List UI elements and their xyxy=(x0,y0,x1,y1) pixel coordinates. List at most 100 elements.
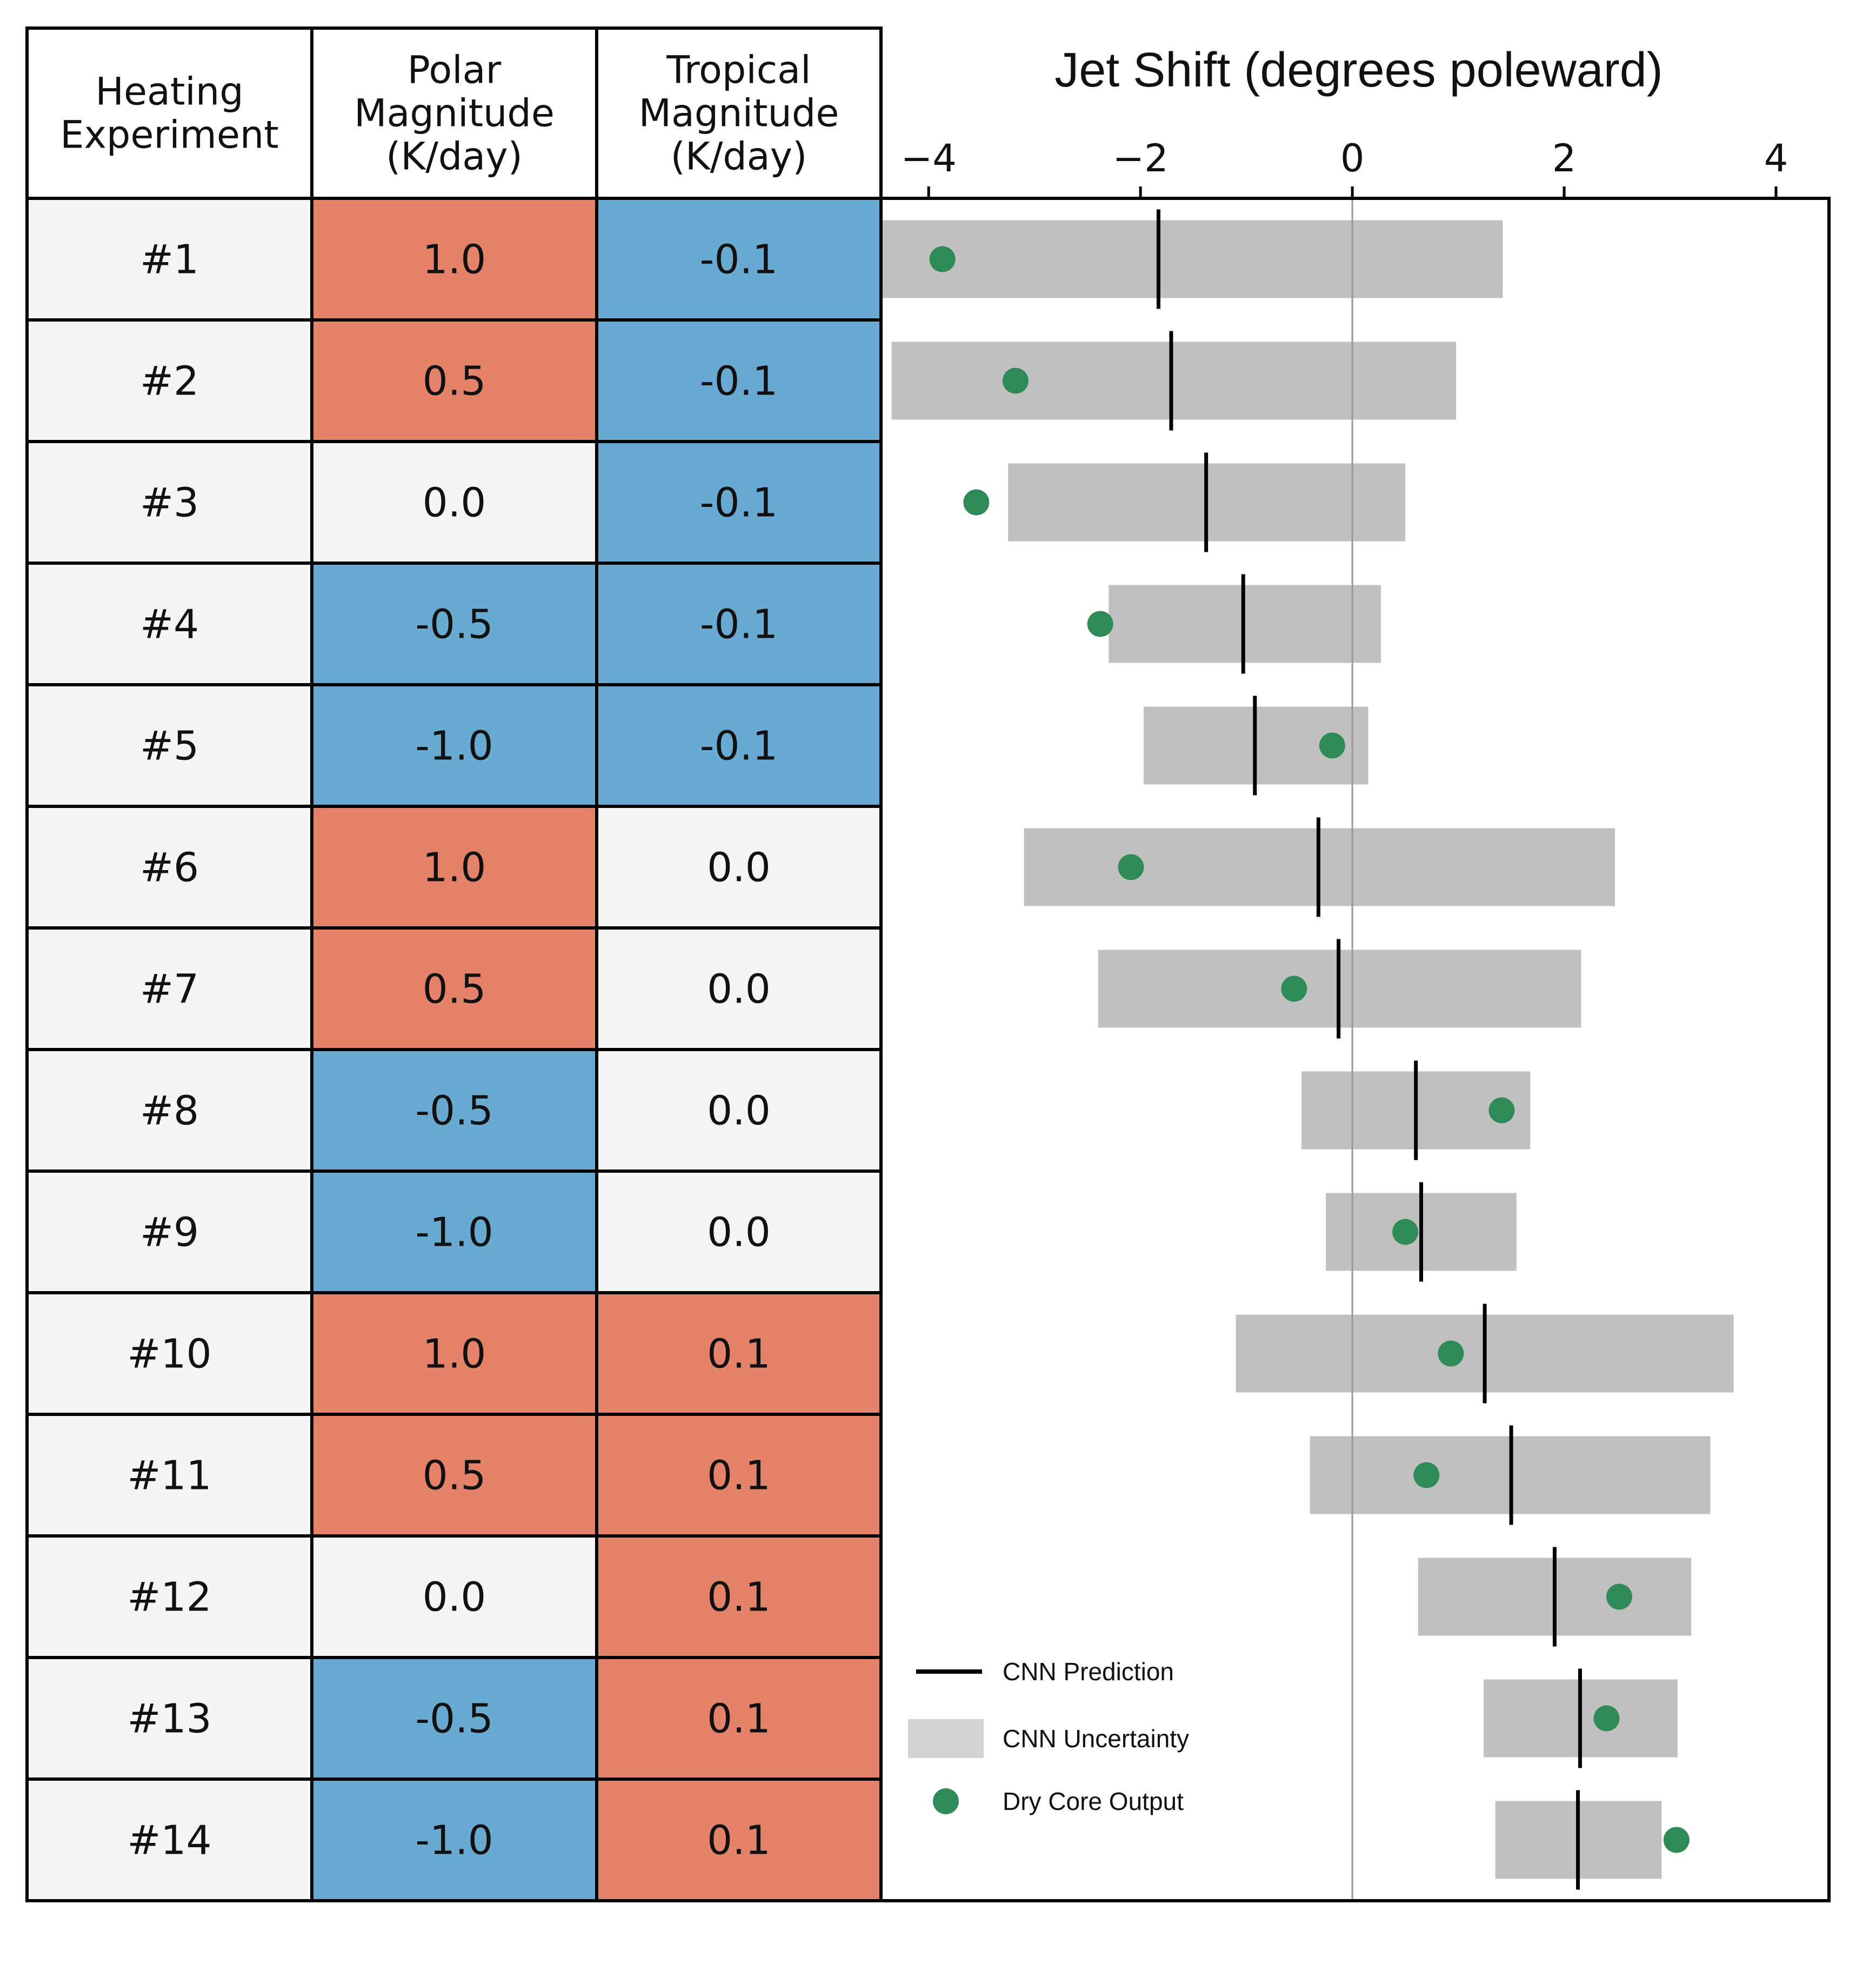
table-row: #6 1.0 0.0 xyxy=(27,806,881,928)
experiment-cell: #9 xyxy=(140,1209,199,1256)
header-polar-magnitude: Polar Magnitude (K/day) xyxy=(354,48,555,179)
tropical-magnitude-cell-bg xyxy=(597,1658,881,1779)
table-row: #2 0.5 -0.1 xyxy=(27,320,881,442)
dry-core-point xyxy=(1281,975,1307,1002)
header-heating-experiment: Heating Experiment xyxy=(60,70,278,157)
legend-label: CNN Uncertainty xyxy=(1003,1725,1189,1753)
dry-core-point xyxy=(963,489,990,516)
table-row: #14 -1.0 0.1 xyxy=(27,1779,881,1901)
experiment-cell-bg xyxy=(27,320,312,442)
tropical-magnitude-cell: 0.1 xyxy=(707,1331,771,1378)
experiment-cell-bg xyxy=(27,1536,312,1658)
legend-uncertainty-symbol xyxy=(908,1719,984,1758)
tropical-magnitude-cell: 0.1 xyxy=(707,1453,771,1499)
table-grid xyxy=(25,26,883,1902)
chart-title: Jet Shift (degrees poleward) xyxy=(1054,43,1663,97)
tropical-magnitude-cell: 0.1 xyxy=(707,1696,771,1742)
polar-magnitude-cell: -1.0 xyxy=(415,723,493,770)
dry-core-point xyxy=(1413,1462,1440,1488)
tropical-magnitude-cell-bg xyxy=(597,320,881,442)
tropical-magnitude-cell: 0.1 xyxy=(707,1574,771,1621)
tropical-magnitude-cell-bg xyxy=(597,563,881,685)
tropical-magnitude-cell: -0.1 xyxy=(700,480,778,526)
tropical-magnitude-cell: -0.1 xyxy=(700,358,778,405)
experiment-cell: #12 xyxy=(127,1574,211,1621)
experiment-cell-bg xyxy=(27,1293,312,1414)
dry-core-point xyxy=(1488,1097,1515,1124)
x-tick-label: 2 xyxy=(1552,136,1577,181)
experiment-cell: #6 xyxy=(140,845,199,891)
experiment-cell-bg xyxy=(27,1050,312,1171)
dry-core-point xyxy=(1002,367,1029,394)
experiment-cell-bg xyxy=(27,928,312,1050)
tropical-magnitude-cell-bg xyxy=(597,1536,881,1658)
tropical-magnitude-cell: 0.1 xyxy=(707,1817,771,1864)
polar-magnitude-cell: 0.5 xyxy=(423,358,486,405)
experiment-cell: #13 xyxy=(127,1696,211,1742)
dry-core-point xyxy=(929,246,956,272)
tropical-magnitude-cell: 0.0 xyxy=(707,845,771,891)
tropical-magnitude-cell-bg xyxy=(597,442,881,563)
experiment-cell-bg xyxy=(27,1414,312,1536)
tropical-magnitude-cell-bg xyxy=(597,1779,881,1901)
table-row: #4 -0.5 -0.1 xyxy=(27,563,881,685)
tropical-magnitude-cell-bg xyxy=(597,1050,881,1171)
polar-magnitude-cell-bg xyxy=(312,1050,597,1171)
table-row: #12 0.0 0.1 xyxy=(27,1536,881,1658)
polar-magnitude-cell: 0.0 xyxy=(423,480,486,526)
dry-core-point xyxy=(1392,1219,1419,1245)
polar-magnitude-cell-bg xyxy=(312,685,597,806)
dry-core-point xyxy=(1319,732,1345,759)
dry-core-point xyxy=(1593,1705,1620,1732)
legend-label: CNN Prediction xyxy=(1003,1658,1174,1686)
legend-dry-core-symbol xyxy=(933,1788,959,1814)
plot-frame xyxy=(879,197,1831,1902)
experiment-table: Heating Experiment Polar Magnitude (K/day) Tr… xyxy=(25,26,883,1902)
tropical-magnitude-cell-bg xyxy=(597,1414,881,1536)
table-row: #7 0.5 0.0 xyxy=(27,928,881,1050)
legend-label: Dry Core Output xyxy=(1003,1787,1184,1815)
x-tick-label: 4 xyxy=(1764,136,1788,181)
polar-magnitude-cell: 0.5 xyxy=(423,1453,486,1499)
table-row: #1 1.0 -0.1 xyxy=(27,198,881,320)
dry-core-point xyxy=(1087,611,1113,637)
polar-magnitude-cell: 1.0 xyxy=(423,237,486,283)
uncertainty-bar xyxy=(891,342,1457,420)
table-row: #11 0.5 0.1 xyxy=(27,1414,881,1536)
table-row: #10 1.0 0.1 xyxy=(27,1293,881,1414)
tropical-magnitude-cell-bg xyxy=(597,1293,881,1414)
polar-magnitude-cell: -1.0 xyxy=(415,1209,493,1256)
experiment-cell-bg xyxy=(27,1171,312,1293)
polar-magnitude-cell-bg xyxy=(312,1414,597,1536)
experiment-cell: #11 xyxy=(127,1453,211,1499)
tropical-magnitude-cell-bg xyxy=(597,685,881,806)
experiment-cell-bg xyxy=(27,685,312,806)
polar-magnitude-cell-bg xyxy=(312,1658,597,1779)
tropical-magnitude-cell-bg xyxy=(597,806,881,928)
tropical-magnitude-cell: -0.1 xyxy=(700,602,778,648)
polar-magnitude-cell-bg xyxy=(312,806,597,928)
polar-magnitude-cell-bg xyxy=(312,1293,597,1414)
polar-magnitude-cell: -0.5 xyxy=(415,1088,493,1134)
polar-magnitude-cell-bg xyxy=(312,198,597,320)
polar-magnitude-cell: -0.5 xyxy=(415,1696,493,1742)
experiment-cell-bg xyxy=(27,806,312,928)
experiment-cell-bg xyxy=(27,1779,312,1901)
uncertainty-bar xyxy=(881,220,1503,298)
polar-magnitude-cell: 1.0 xyxy=(423,845,486,891)
experiment-cell-bg xyxy=(27,198,312,320)
tropical-magnitude-cell-bg xyxy=(597,198,881,320)
polar-magnitude-cell-bg xyxy=(312,1779,597,1901)
tropical-magnitude-cell: 0.0 xyxy=(707,1088,771,1134)
polar-magnitude-cell-bg xyxy=(312,1536,597,1658)
jet-shift-plot: −4 −2 0 2 4 CNN Prediction CNN Uncertainty Dry … xyxy=(879,136,1831,1902)
header-tropical-magnitude: Tropical Magnitude (K/day) xyxy=(639,48,839,179)
experiment-cell: #4 xyxy=(140,602,199,648)
dry-core-point xyxy=(1118,854,1144,880)
polar-magnitude-cell-bg xyxy=(312,320,597,442)
experiment-cell: #5 xyxy=(140,723,199,770)
experiment-cell-bg xyxy=(27,563,312,685)
table-row: #3 0.0 -0.1 xyxy=(27,442,881,563)
experiment-cell: #3 xyxy=(140,480,199,526)
x-tick-label: 0 xyxy=(1340,136,1365,181)
